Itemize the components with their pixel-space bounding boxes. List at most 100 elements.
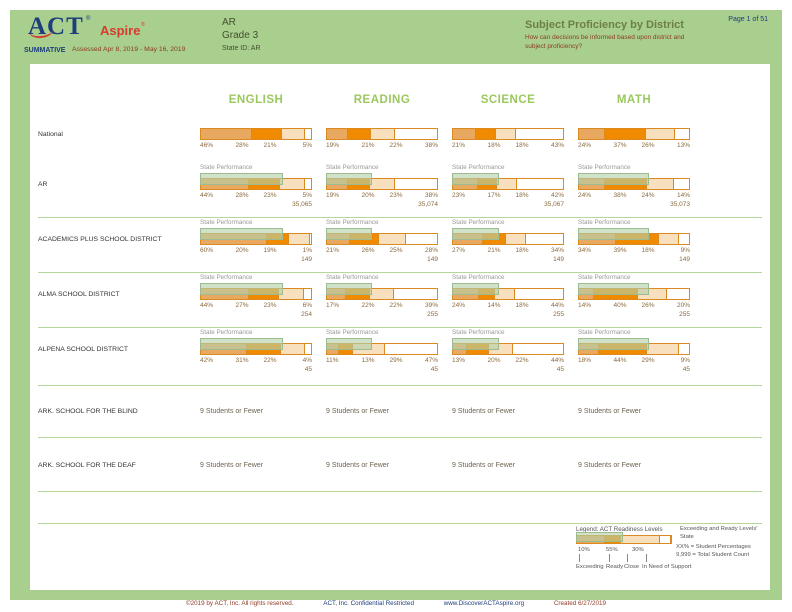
bar-percentages: 44% 28% 23% 5%: [200, 192, 312, 199]
percent-label: 19%: [263, 247, 277, 254]
legend-level-exceeding: Exceeding: [576, 564, 604, 570]
percent-label: 22%: [263, 357, 277, 364]
subject-header-math: MATH: [616, 94, 652, 106]
percent-label: 38%: [424, 192, 438, 199]
percent-label: 20%: [487, 357, 501, 364]
percent-label: 23%: [452, 192, 466, 199]
state-performance-overlay: [578, 283, 649, 295]
stacked-bar: [200, 128, 312, 140]
state-performance-label: State Performance: [452, 219, 505, 226]
percent-label: 17%: [487, 192, 501, 199]
percent-label: 18%: [515, 192, 529, 199]
legend-level-close: Close: [624, 564, 640, 570]
bar-percentages: 46% 28% 21% 5%: [200, 142, 312, 149]
footer-url: www.DiscoverACTAspire.org: [443, 600, 525, 607]
bar-segment-close: [280, 179, 306, 189]
subject-header-science: SCIENCE: [480, 94, 536, 106]
percent-label: 19%: [326, 192, 340, 199]
report-footer: ©2019 by ACT, Inc. All rights reserved. …: [0, 600, 792, 607]
percent-label: 24%: [452, 302, 466, 309]
percent-label: 43%: [550, 142, 564, 149]
bar-segment-close: [369, 289, 395, 299]
bar-segment-close: [505, 234, 526, 244]
bar-segment-in-need-of-support: [516, 179, 563, 189]
bar-segment-close: [638, 289, 667, 299]
student-count: 255: [553, 311, 564, 318]
bar-segment-close: [647, 179, 674, 189]
bar-segment-close: [370, 129, 396, 139]
footer-copyright: ©2019 by ACT, Inc. All rights reserved.: [186, 600, 294, 607]
few-students-note: 9 Students or Fewer: [326, 408, 390, 415]
state-performance-label: State Performance: [578, 164, 631, 171]
percent-label: 17%: [326, 302, 340, 309]
bar-segment-ready: [605, 129, 647, 139]
summative-label: SUMMATIVE: [24, 47, 66, 54]
bar-segment-exceeding: [201, 129, 252, 139]
bar-segment-exceeding: [327, 129, 348, 139]
percent-label: 5%: [302, 192, 312, 199]
state-performance-overlay: [200, 173, 283, 185]
legend-seg-close: [621, 536, 660, 543]
student-count: 35,074: [418, 201, 438, 208]
percent-label: 18%: [515, 142, 529, 149]
legend-sample-pct: 55%: [606, 547, 618, 553]
percent-label: 22%: [389, 302, 403, 309]
assessed-dates: Assessed Apr 8, 2019 - May 16, 2019: [72, 46, 186, 53]
state-performance-overlay: [452, 228, 499, 240]
grade-label: Grade 3: [222, 30, 259, 41]
percent-label: 13%: [676, 142, 690, 149]
percent-label: 40%: [613, 302, 627, 309]
legend-count-note: 9,999 = Total Student Count: [676, 552, 750, 558]
percent-label: 31%: [235, 357, 249, 364]
row-separator: [38, 217, 762, 218]
row-label-ark-school-for-the-deaf: ARK. SCHOOL FOR THE DEAF: [38, 462, 136, 469]
state-performance-overlay: [578, 338, 649, 350]
state-performance-label: State Performance: [200, 219, 253, 226]
bar-segment-in-need-of-support: [305, 129, 311, 139]
bar-segment-in-need-of-support: [679, 344, 689, 354]
state-performance-label: State Performance: [326, 164, 379, 171]
bar-percentages: 24% 38% 24% 14%: [578, 192, 690, 199]
row-separator: [38, 523, 762, 524]
bar-percentages: 19% 20% 23% 38%: [326, 192, 438, 199]
legend-percent-note: XX% = Student Percentages: [676, 544, 751, 550]
bar-segment-ready: [476, 129, 496, 139]
bar-percentages: 23% 17% 18% 42%: [452, 192, 564, 199]
percent-label: 24%: [578, 192, 592, 199]
legend-tick: [579, 554, 580, 562]
stacked-bar: [452, 128, 564, 140]
percent-label: 6%: [302, 302, 312, 309]
bar-segment-ready: [251, 129, 283, 139]
legend-tick: [646, 554, 647, 562]
bar-segment-close: [646, 129, 675, 139]
student-count: 255: [679, 311, 690, 318]
row-separator: [38, 272, 762, 273]
bar-percentages: 21% 18% 18% 43%: [452, 142, 564, 149]
region-label: AR: [222, 17, 236, 28]
few-students-note: 9 Students or Fewer: [578, 462, 642, 469]
aspire-registered-icon: ®: [141, 22, 145, 28]
bar-percentages: 11% 13% 29% 47%: [326, 357, 438, 364]
bar-percentages: 44% 27% 23% 6%: [200, 302, 312, 309]
bar-segment-in-need-of-support: [673, 179, 689, 189]
percent-label: 21%: [361, 142, 375, 149]
student-count: 149: [679, 256, 690, 263]
row-separator: [38, 491, 762, 492]
bar-segment-close: [494, 289, 515, 299]
percent-label: 11%: [326, 357, 339, 364]
state-performance-overlay: [452, 283, 499, 295]
percent-label: 26%: [361, 247, 375, 254]
percent-label: 25%: [389, 247, 403, 254]
state-performance-overlay: [200, 228, 283, 240]
legend-seg-support: [659, 536, 671, 543]
percent-label: 44%: [613, 357, 627, 364]
student-count: 45: [430, 366, 438, 373]
percent-label: 20%: [235, 247, 249, 254]
act-registered-icon: ®: [86, 16, 91, 22]
row-separator: [38, 385, 762, 386]
percent-label: 44%: [200, 302, 214, 309]
bar-segment-in-need-of-support: [525, 234, 563, 244]
legend-sample-pct: 10%: [578, 547, 590, 553]
bar-segment-in-need-of-support: [385, 344, 437, 354]
percent-label: 5%: [302, 142, 312, 149]
